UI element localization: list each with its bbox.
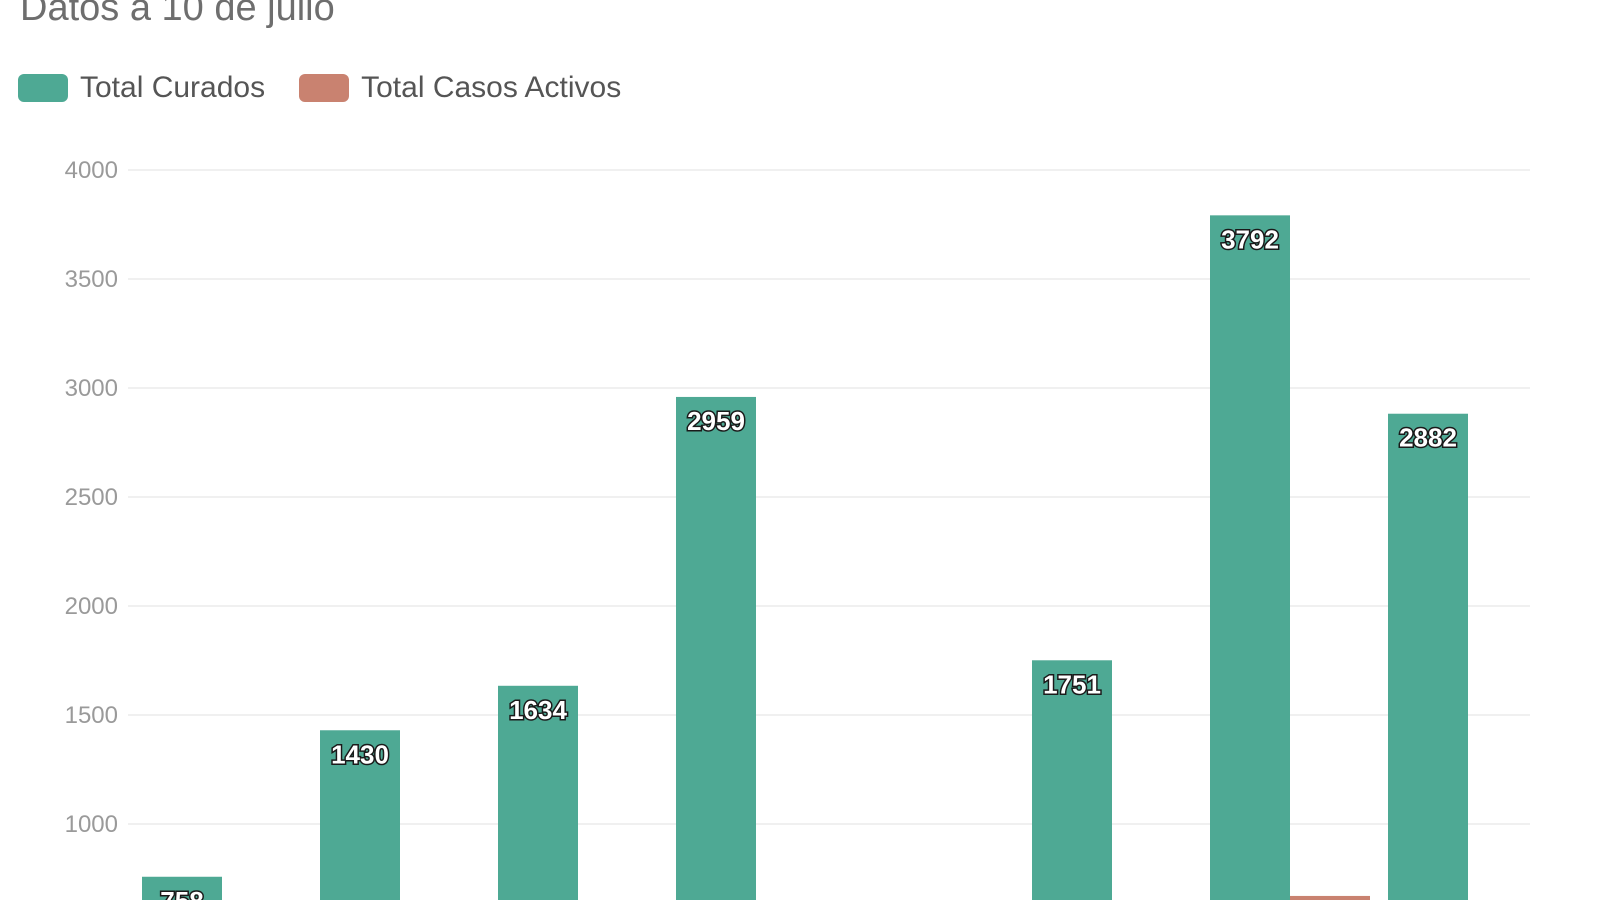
bar-label-total-curados-3: 2959 [687,406,745,436]
bar-label-total-curados-7: 2882 [1399,423,1457,453]
legend-swatch-total-casos-activos [299,74,350,102]
bar-total-curados-7[interactable] [1388,413,1468,900]
grid-lines [128,169,1530,825]
y-tick-label-1500: 1500 [65,702,118,729]
y-axis-ticks: 1000 1500 2000 2500 3000 3500 4000 [65,157,118,838]
bars [142,215,1468,900]
legend: Total Curados Total Casos Activos [18,68,621,108]
bar-labels: 758 1430 1634 2959 1751 3792 2882 [159,223,1459,900]
y-tick-label-2500: 2500 [65,484,118,511]
bar-label-total-curados-6: 3792 [1221,224,1279,254]
chart-title: Datos a 10 de julio [20,0,335,29]
bar-label-total-curados-5: 1751 [1043,669,1101,699]
bar-label-total-curados-0: 758 [160,886,203,900]
bar-label-total-curados-2: 1634 [509,695,567,725]
y-tick-label-1000: 1000 [65,811,118,838]
bar-total-curados-2[interactable] [498,685,578,900]
legend-label-total-casos-activos: Total Casos Activos [361,71,622,104]
bar-total-curados-0[interactable] [142,876,222,900]
legend-label-total-curados: Total Curados [80,71,266,104]
y-tick-label-3000: 3000 [65,375,118,402]
y-tick-label-2000: 2000 [65,593,118,620]
bar-total-curados-5[interactable] [1032,660,1112,900]
bar-total-curados-6[interactable] [1210,215,1290,900]
legend-item-total-curados[interactable]: Total Curados [18,71,265,105]
y-tick-label-4000: 4000 [65,157,118,184]
legend-swatch-total-curados [18,74,68,102]
legend-item-total-casos-activos[interactable]: Total Casos Activos [299,71,621,105]
bar-total-casos-activos-6[interactable] [1290,895,1370,900]
bar-total-curados-1[interactable] [320,730,400,900]
bar-label-total-curados-1: 1430 [331,739,389,769]
y-tick-label-3500: 3500 [65,266,118,293]
bar-total-curados-3[interactable] [676,396,756,900]
